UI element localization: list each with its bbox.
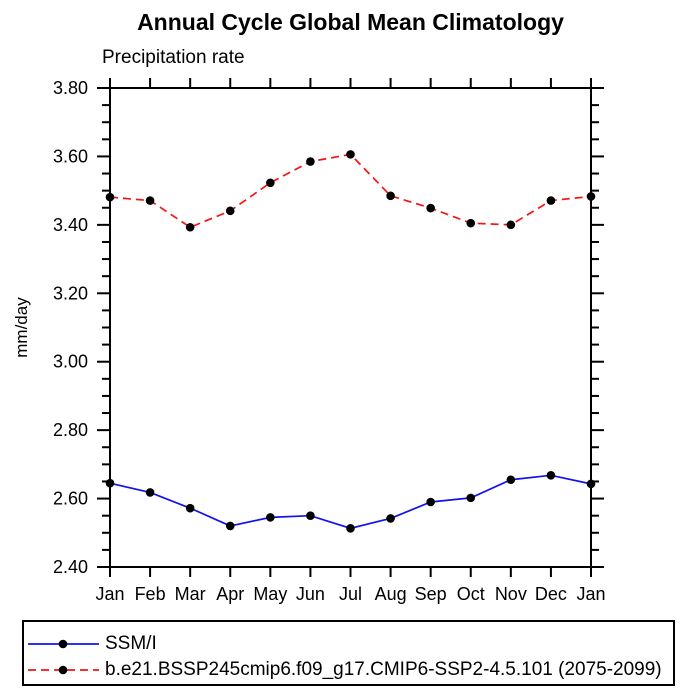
data-point-1-10 (506, 220, 516, 230)
x-tick-label: Dec (535, 584, 567, 604)
axis-frame (109, 87, 592, 568)
legend-marker-1 (58, 665, 68, 675)
data-point-1-0 (105, 192, 115, 202)
data-point-1-8 (426, 203, 435, 213)
x-tick-label: Jan (95, 584, 124, 604)
chart-subtitle: Precipitation rate (102, 47, 245, 68)
data-point-0-7 (386, 514, 395, 523)
legend-marker-0 (58, 639, 68, 649)
x-tick-label: Apr (216, 584, 244, 604)
y-tick-label: 3.40 (53, 215, 88, 235)
legend-label-0: SSM/I (105, 633, 157, 654)
x-tick-label: Jun (296, 584, 325, 604)
x-tick-label: Oct (457, 584, 485, 604)
x-tick-label: May (253, 584, 287, 604)
y-tick-label: 2.40 (53, 557, 88, 577)
data-point-1-9 (466, 218, 476, 228)
x-tick-label: Aug (375, 584, 407, 604)
data-point-1-12 (586, 192, 596, 201)
data-point-1-6 (346, 150, 355, 159)
data-point-0-1 (145, 488, 155, 497)
data-point-0-2 (185, 503, 195, 513)
data-point-0-5 (306, 511, 315, 520)
y-tick-label: 3.60 (53, 146, 88, 166)
data-point-1-3 (225, 206, 235, 216)
data-point-0-8 (426, 497, 435, 507)
x-tick-label: Jan (576, 584, 605, 604)
data-point-1-2 (185, 222, 195, 232)
data-point-0-6 (346, 524, 355, 533)
y-tick-label: 3.00 (53, 352, 88, 372)
legend: SSM/I b.e21.BSSP245cmip6.f09_g17.CMIP6-S… (22, 620, 675, 686)
x-tick-label: Nov (495, 584, 527, 604)
legend-sample-0 (28, 639, 99, 649)
data-point-0-10 (506, 475, 516, 485)
legend-row-1: b.e21.BSSP245cmip6.f09_g17.CMIP6-SSP2-4.… (27, 657, 673, 683)
data-point-1-5 (306, 157, 315, 166)
data-point-0-0 (105, 478, 115, 488)
data-point-1-4 (266, 178, 275, 188)
legend-row-0: SSM/I (27, 631, 673, 657)
y-tick-label: 2.80 (53, 420, 88, 440)
x-tick-label: Feb (135, 584, 166, 604)
x-tick-label: Jul (339, 584, 362, 604)
x-tick-label: Mar (175, 584, 206, 604)
data-point-1-1 (145, 196, 155, 205)
data-point-1-11 (546, 196, 556, 205)
data-point-0-3 (225, 521, 235, 531)
chart-title: Annual Cycle Global Mean Climatology (137, 9, 564, 35)
data-point-0-11 (546, 471, 556, 480)
plot-svg: Jan Feb Mar Apr May Jun Jul Aug Sep Oct Nov Dec Jan 2… (12, 78, 606, 604)
y-axis-title: mm/day (12, 297, 31, 358)
legend-sample-1 (28, 665, 99, 675)
data-point-1-7 (386, 191, 395, 201)
y-tick-label: 3.80 (53, 78, 88, 98)
series-line-0 (109, 474, 592, 530)
legend-label-1: b.e21.BSSP245cmip6.f09_g17.CMIP6-SSP2-4.… (105, 659, 662, 680)
x-tick-label: Sep (415, 584, 447, 604)
y-tick-label: 2.60 (53, 489, 88, 509)
series-line-1 (109, 153, 592, 229)
data-point-0-4 (266, 513, 275, 522)
data-point-0-9 (466, 493, 476, 503)
y-tick-label: 3.20 (53, 283, 88, 303)
data-point-0-12 (586, 479, 596, 489)
